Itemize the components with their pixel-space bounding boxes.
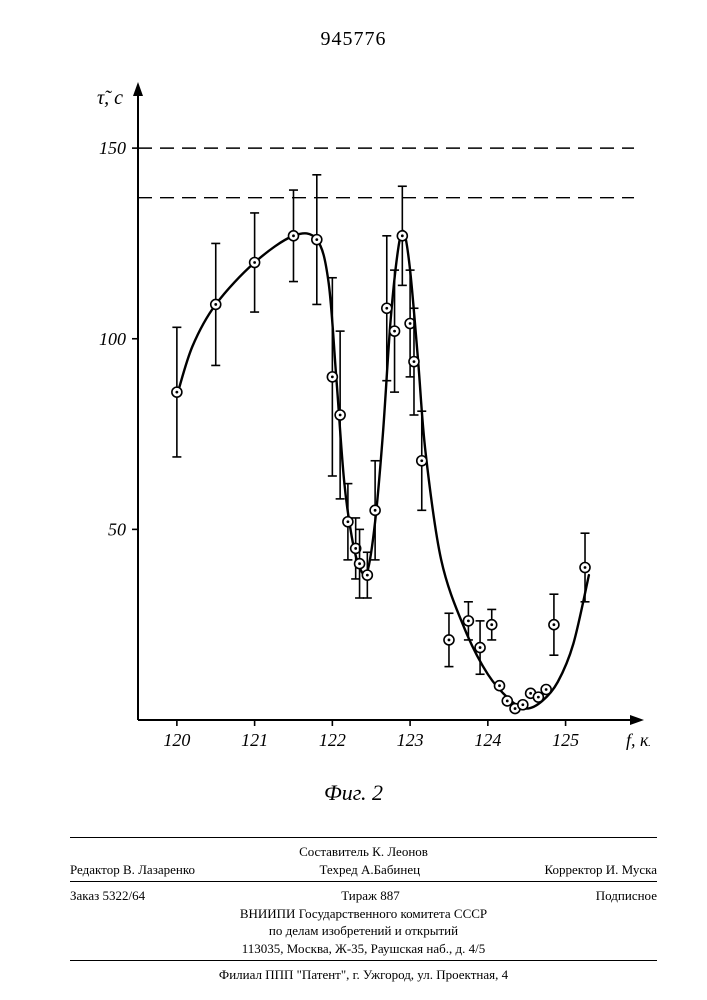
addr-line: 113035, Москва, Ж-35, Раушская наб., д. …	[70, 940, 657, 958]
svg-text:50: 50	[108, 519, 126, 539]
editor-line: Редактор В. Лазаренко	[70, 861, 195, 879]
svg-text:124: 124	[474, 730, 501, 750]
techred-line: Техред А.Бабинец	[319, 861, 420, 879]
svg-text:120: 120	[163, 730, 190, 750]
order-line: Заказ 5322/64	[70, 887, 145, 905]
filial-line: Филиал ППП "Патент", г. Ужгород, ул. Про…	[70, 966, 657, 984]
svg-text:122: 122	[319, 730, 346, 750]
svg-text:150: 150	[99, 138, 126, 158]
corrector-line: Корректор И. Муска	[545, 861, 657, 879]
svg-text:121: 121	[241, 730, 268, 750]
tirazh-line: Тираж 887	[341, 887, 400, 905]
svg-text:τ̃, c: τ̃, c	[97, 87, 123, 109]
chart-container: 50 100 150 120 121 122 123 124 125 τ̃, c f, кГц	[60, 80, 650, 770]
svg-text:f, кГц: f, кГц	[626, 730, 650, 750]
document-number: 945776	[0, 28, 707, 51]
org-line-2: по делам изобретений и открытий	[70, 922, 657, 940]
podpisnoe-line: Подписное	[596, 887, 657, 905]
compiler-line: Составитель К. Леонов	[70, 843, 657, 861]
credits-block: Составитель К. Леонов Редактор В. Лазаре…	[70, 834, 657, 984]
svg-text:125: 125	[552, 730, 579, 750]
org-line-1: ВНИИПИ Государственного комитета СССР	[70, 905, 657, 923]
svg-text:100: 100	[99, 329, 126, 349]
chart-svg: 50 100 150 120 121 122 123 124 125 τ̃, c f, кГц	[60, 80, 650, 770]
figure-caption: Фиг. 2	[0, 780, 707, 806]
svg-text:123: 123	[397, 730, 424, 750]
